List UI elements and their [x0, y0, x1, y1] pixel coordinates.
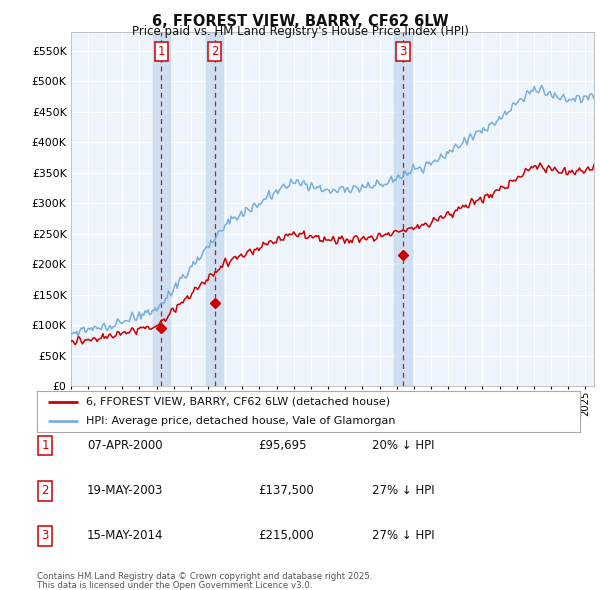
Text: HPI: Average price, detached house, Vale of Glamorgan: HPI: Average price, detached house, Vale…: [86, 416, 395, 426]
Text: 2: 2: [41, 484, 49, 497]
Text: 27% ↓ HPI: 27% ↓ HPI: [372, 529, 434, 542]
Text: 27% ↓ HPI: 27% ↓ HPI: [372, 484, 434, 497]
Text: 6, FFOREST VIEW, BARRY, CF62 6LW (detached house): 6, FFOREST VIEW, BARRY, CF62 6LW (detach…: [86, 396, 390, 407]
Text: 1: 1: [41, 439, 49, 452]
Text: Contains HM Land Registry data © Crown copyright and database right 2025.: Contains HM Land Registry data © Crown c…: [37, 572, 373, 581]
Text: 07-APR-2000: 07-APR-2000: [87, 439, 163, 452]
Text: 20% ↓ HPI: 20% ↓ HPI: [372, 439, 434, 452]
Bar: [152, 32, 170, 386]
Text: This data is licensed under the Open Government Licence v3.0.: This data is licensed under the Open Gov…: [37, 581, 313, 590]
Text: 19-MAY-2003: 19-MAY-2003: [87, 484, 163, 497]
Bar: [394, 32, 412, 386]
Text: 3: 3: [400, 45, 407, 58]
Text: 15-MAY-2014: 15-MAY-2014: [87, 529, 163, 542]
Text: 1: 1: [157, 45, 165, 58]
Bar: [206, 32, 223, 386]
Text: 3: 3: [41, 529, 49, 542]
Text: £215,000: £215,000: [258, 529, 314, 542]
Text: Price paid vs. HM Land Registry's House Price Index (HPI): Price paid vs. HM Land Registry's House …: [131, 25, 469, 38]
Text: 6, FFOREST VIEW, BARRY, CF62 6LW: 6, FFOREST VIEW, BARRY, CF62 6LW: [152, 14, 448, 28]
Text: £137,500: £137,500: [258, 484, 314, 497]
Text: £95,695: £95,695: [258, 439, 307, 452]
Text: 2: 2: [211, 45, 218, 58]
